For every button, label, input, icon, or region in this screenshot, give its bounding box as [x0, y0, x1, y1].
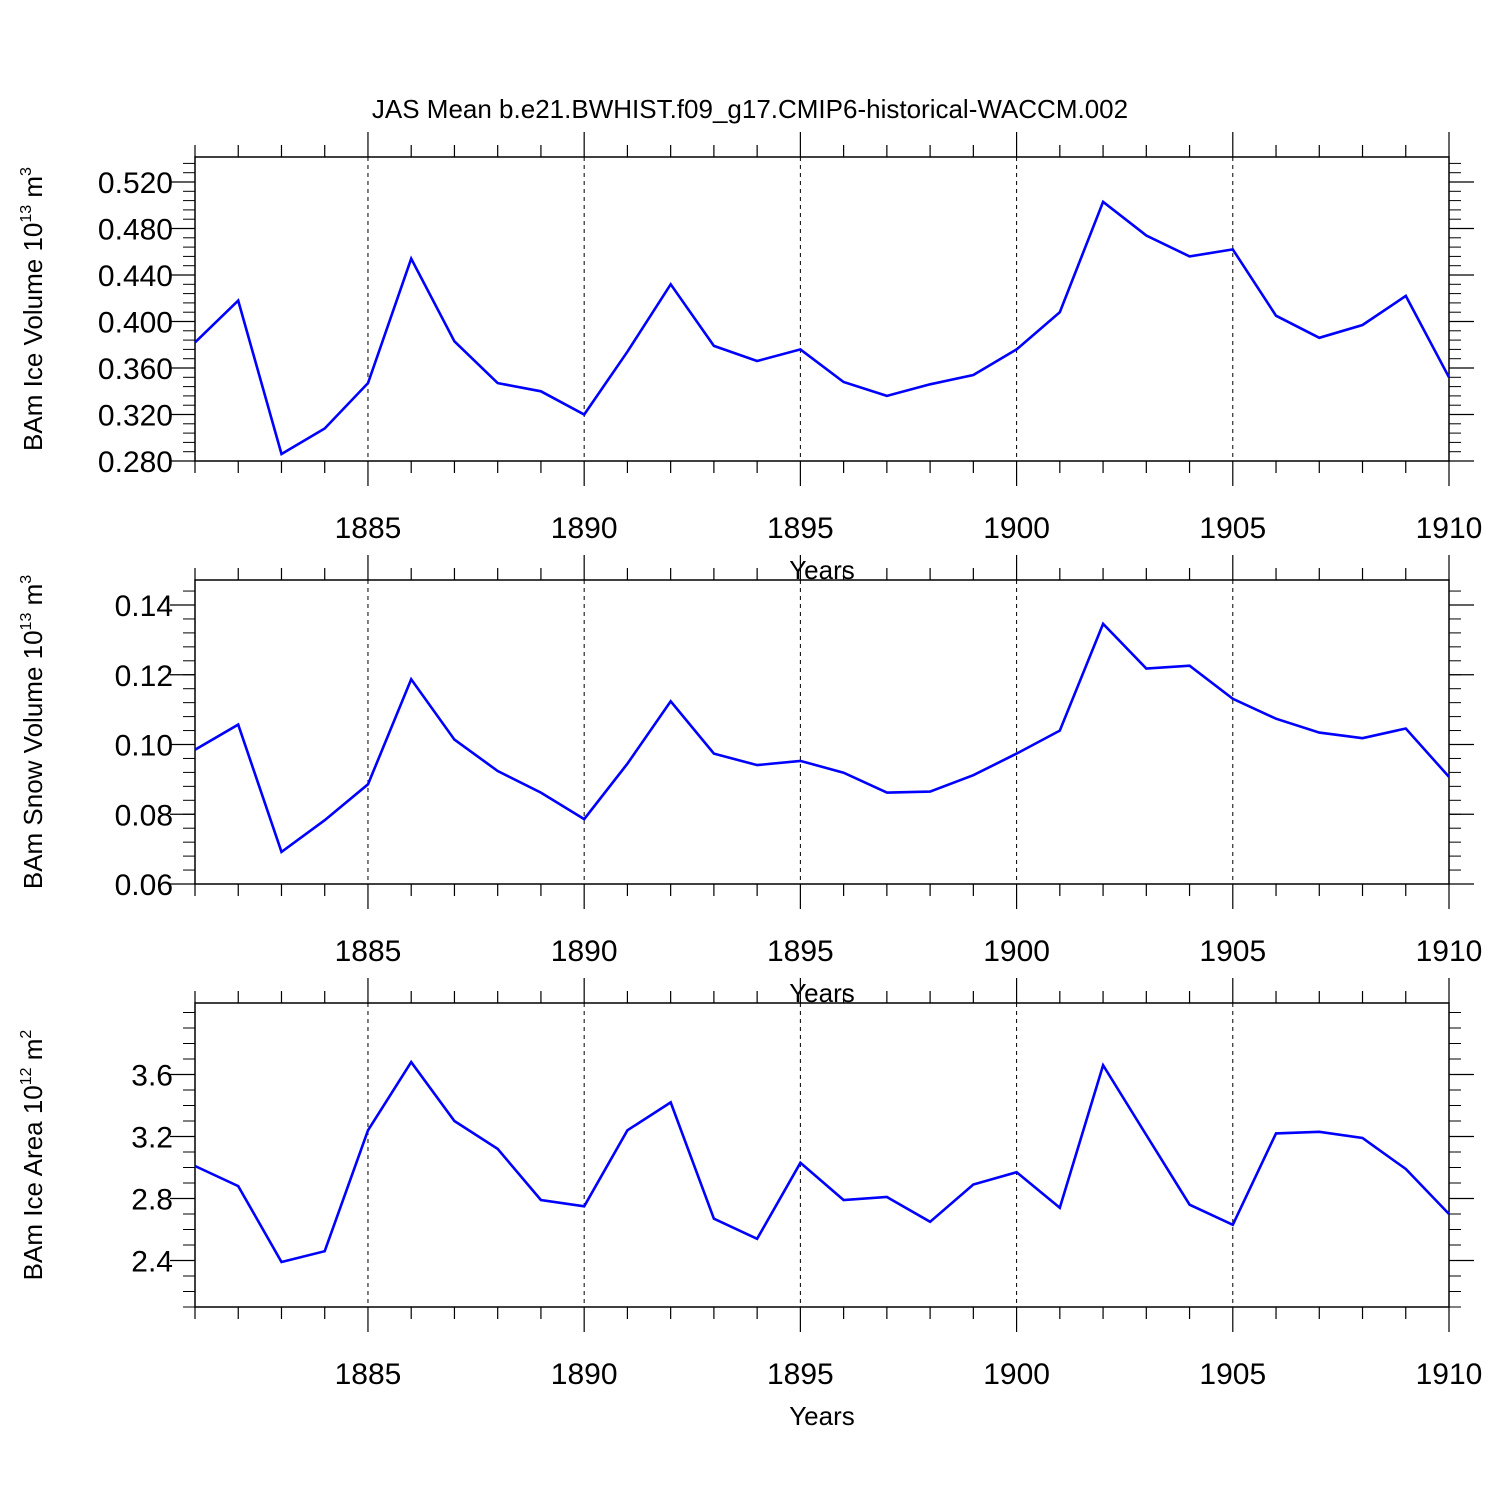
series-line — [194, 621, 1450, 854]
x-tick-label: 1895 — [767, 935, 834, 968]
x-tick-label: 1890 — [551, 512, 618, 545]
panel-ice-area: 2.4 2.8 3.2 3.6 1885 1890 1895 1900 1905 1910 Year… — [18, 978, 1482, 1431]
y-axis-title: BAm Snow Volume 1013 m3 — [18, 575, 48, 889]
y-tick-label: 0.480 — [98, 214, 173, 247]
y-axis-title-unit: m — [18, 176, 48, 205]
y-tick-label: 0.520 — [98, 167, 173, 200]
y-axis-title-unit-exponent: 3 — [18, 167, 35, 176]
y-tick-label: 0.12 — [115, 660, 173, 693]
x-tick-label: 1900 — [983, 512, 1050, 545]
y-axis-title-unit-exponent: 2 — [18, 1030, 35, 1039]
plot-frame — [194, 579, 1450, 885]
y-tick-label: 0.320 — [98, 400, 173, 433]
y-axis-title-main: BAm Ice Volume 10 — [18, 223, 48, 451]
y-axis-title-unit-exponent: 3 — [18, 575, 35, 584]
y-tick-label: 0.400 — [98, 307, 173, 340]
y-axis-title-exponent: 13 — [18, 205, 35, 223]
y-tick-label: 0.360 — [98, 353, 173, 386]
y-tick-label: 3.2 — [131, 1122, 173, 1155]
x-tick-label: 1905 — [1199, 935, 1266, 968]
x-axis-title: Years — [789, 1401, 855, 1431]
plot-frame — [194, 1002, 1450, 1308]
x-tick-label: 1900 — [983, 1358, 1050, 1391]
x-tick-label: 1885 — [335, 935, 402, 968]
y-axis-title: BAm Ice Volume 1013 m3 — [18, 167, 48, 451]
x-tick-label: 1895 — [767, 512, 834, 545]
figure-title: JAS Mean b.e21.BWHIST.f09_g17.CMIP6-hist… — [372, 94, 1128, 124]
series-line — [194, 1059, 1450, 1264]
y-axis-title-exponent: 12 — [18, 1067, 35, 1085]
y-tick-label: 0.10 — [115, 730, 173, 763]
y-axis-title-unit: m — [18, 584, 48, 613]
x-tick-label: 1910 — [1416, 512, 1483, 545]
y-tick-label: 0.08 — [115, 799, 173, 832]
y-tick-label: 0.06 — [115, 869, 173, 902]
x-tick-label: 1885 — [335, 1358, 402, 1391]
y-axis-title-main: BAm Ice Area 10 — [18, 1085, 48, 1280]
x-tick-label: 1910 — [1416, 935, 1483, 968]
y-axis-title: BAm Ice Area 1012 m2 — [18, 1030, 48, 1281]
x-tick-label: 1890 — [551, 1358, 618, 1391]
x-tick-label: 1905 — [1199, 1358, 1266, 1391]
panel-ice-volume: 0.280 0.320 0.360 0.400 0.440 0.480 0.520 1885 1… — [18, 132, 1482, 585]
y-tick-label: 3.6 — [131, 1060, 173, 1093]
x-tick-label: 1900 — [983, 935, 1050, 968]
plot-frame — [194, 156, 1450, 462]
x-tick-label: 1910 — [1416, 1358, 1483, 1391]
y-tick-label: 2.4 — [131, 1246, 173, 1279]
x-tick-label: 1895 — [767, 1358, 834, 1391]
panel-snow-volume: 0.06 0.08 0.10 0.12 0.14 1885 1890 1895 1900 1905… — [18, 555, 1482, 1008]
y-axis-title-exponent: 13 — [18, 613, 35, 631]
y-tick-label: 2.8 — [131, 1184, 173, 1217]
y-tick-label: 0.280 — [98, 446, 173, 479]
y-tick-label: 0.14 — [115, 590, 173, 623]
x-tick-label: 1885 — [335, 512, 402, 545]
x-tick-label: 1890 — [551, 935, 618, 968]
y-tick-label: 0.440 — [98, 260, 173, 293]
series-line — [194, 199, 1451, 456]
x-tick-label: 1905 — [1199, 512, 1266, 545]
y-axis-title-unit: m — [18, 1039, 48, 1068]
y-axis-title-main: BAm Snow Volume 10 — [18, 630, 48, 889]
